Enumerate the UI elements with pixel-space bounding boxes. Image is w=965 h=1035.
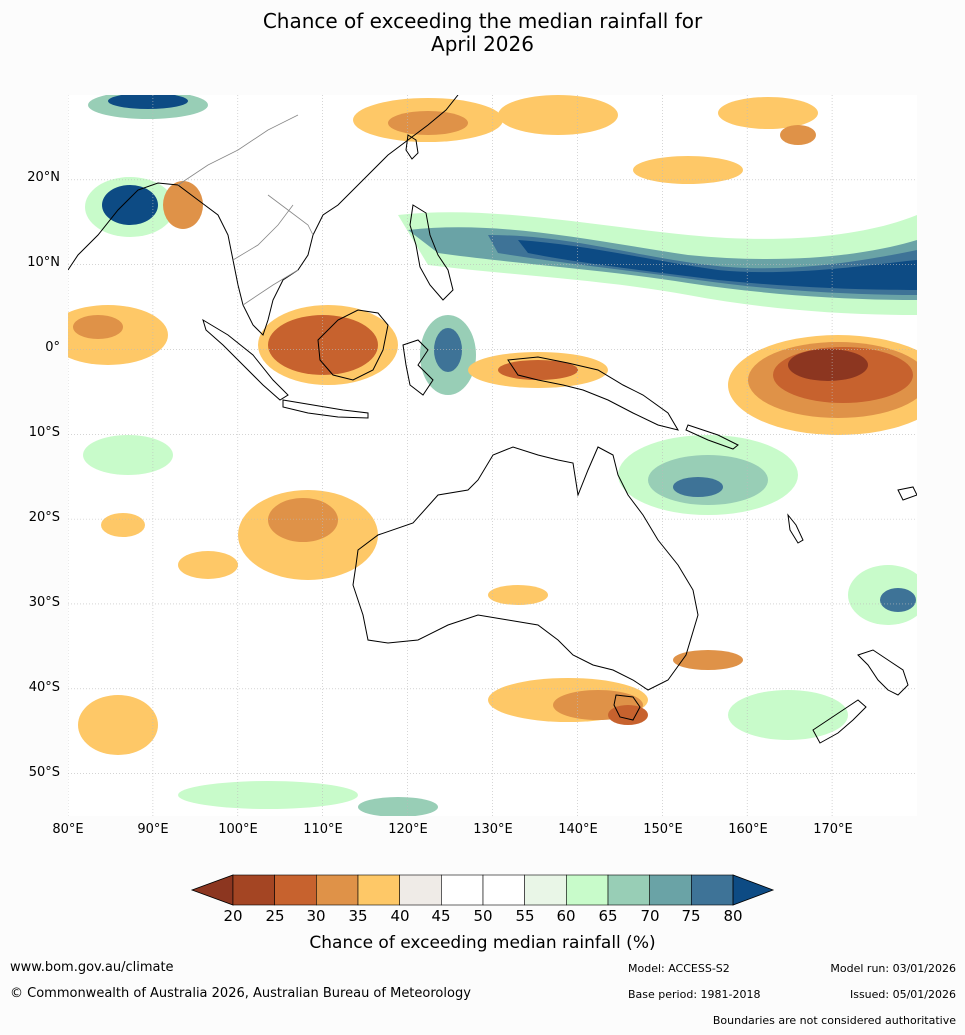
new-guinea-coastline <box>507 356 680 431</box>
boundaries-disclaimer: Boundaries are not considered authoritat… <box>712 1014 956 1027</box>
vanuatu-coastline <box>787 513 804 544</box>
colorbar-tick: 25 <box>265 907 285 925</box>
lon-label: 130°E <box>473 822 513 837</box>
map-gridlines <box>68 95 917 816</box>
colorbar-segment <box>274 874 317 906</box>
taiwan-coastline <box>405 134 419 160</box>
lat-label: 20°S <box>28 510 60 525</box>
colorbar-segment <box>316 874 359 906</box>
lon-label: 160°E <box>728 822 768 837</box>
philippines-coastline <box>409 204 454 301</box>
tasmania-coastline <box>613 694 641 721</box>
copyright-notice: © Commonwealth of Australia 2026, Austra… <box>10 986 471 1001</box>
colorbar-tick: 70 <box>640 907 660 925</box>
colorbar-segment <box>524 874 567 906</box>
lon-label: 100°E <box>218 822 258 837</box>
colorbar-tick: 20 <box>223 907 243 925</box>
colorbar-tick: 45 <box>431 907 451 925</box>
australia-coastline <box>352 446 699 691</box>
fiji-coastline <box>897 486 917 501</box>
colorbar-segment <box>649 874 692 906</box>
lon-label: 90°E <box>137 822 169 837</box>
map-title: Chance of exceeding the median rainfall … <box>0 10 965 56</box>
map-canvas <box>68 95 917 816</box>
rainfall-probability-field <box>68 95 917 816</box>
coastlines <box>68 95 917 744</box>
lat-label: 40°S <box>28 680 60 695</box>
colorbar-segment <box>482 874 525 906</box>
borneo-coastline <box>317 309 389 381</box>
lon-label: 110°E <box>303 822 343 837</box>
lat-label: 10°S <box>28 425 60 440</box>
colorbar-segment <box>607 874 650 906</box>
solomon-islands-coastline <box>685 424 739 450</box>
lon-label: 170°E <box>813 822 853 837</box>
colorbar-tick: 30 <box>306 907 326 925</box>
model-name: Model: ACCESS-S2 <box>628 962 730 975</box>
colorbar-segment <box>691 874 734 906</box>
map-title-line2: April 2026 <box>431 32 534 56</box>
colorbar-over-arrow <box>732 874 775 906</box>
colorbar-tick: 80 <box>723 907 743 925</box>
colorbar-tick: 60 <box>556 907 576 925</box>
bom-website-link[interactable]: www.bom.gov.au/climate <box>10 960 174 975</box>
colorbar-tick: 75 <box>681 907 701 925</box>
colorbar-segment <box>357 874 400 906</box>
lon-label: 140°E <box>558 822 598 837</box>
lat-label: 0° <box>45 340 60 355</box>
lat-label: 20°N <box>27 170 60 185</box>
issued-date: Issued: 05/01/2026 <box>849 988 956 1001</box>
new-zealand-south-coastline <box>812 699 867 744</box>
colorbar-under-arrow <box>190 874 234 906</box>
colorbar-tick: 40 <box>390 907 410 925</box>
colorbar-segment <box>232 874 275 906</box>
colorbar-tick: 65 <box>598 907 618 925</box>
lon-label: 150°E <box>643 822 683 837</box>
map-title-line1: Chance of exceeding the median rainfall … <box>262 9 703 33</box>
colorbar-tick: 35 <box>348 907 368 925</box>
colorbar-tick: 55 <box>515 907 535 925</box>
colorbar-segment <box>441 874 484 906</box>
country-borders <box>177 114 314 306</box>
lon-label: 120°E <box>388 822 428 837</box>
lat-label: 30°S <box>28 595 60 610</box>
lat-label: 50°S <box>28 765 60 780</box>
colorbar-segments <box>190 874 775 906</box>
colorbar-segment <box>566 874 609 906</box>
lat-label: 10°N <box>27 255 60 270</box>
sumatra-coastline <box>202 318 289 401</box>
java-coastline <box>282 399 369 419</box>
colorbar-tick: 50 <box>473 907 493 925</box>
new-zealand-coastline <box>857 649 909 696</box>
colorbar-segment <box>399 874 442 906</box>
model-run-date: Model run: 03/01/2026 <box>830 962 956 975</box>
asia-coastline <box>68 95 459 336</box>
lon-label: 80°E <box>52 822 84 837</box>
base-period: Base period: 1981-2018 <box>628 988 761 1001</box>
colorbar-label: Chance of exceeding median rainfall (%) <box>309 933 656 953</box>
forecast-map <box>68 95 917 816</box>
sulawesi-coastline <box>402 339 434 396</box>
colorbar <box>190 874 775 906</box>
